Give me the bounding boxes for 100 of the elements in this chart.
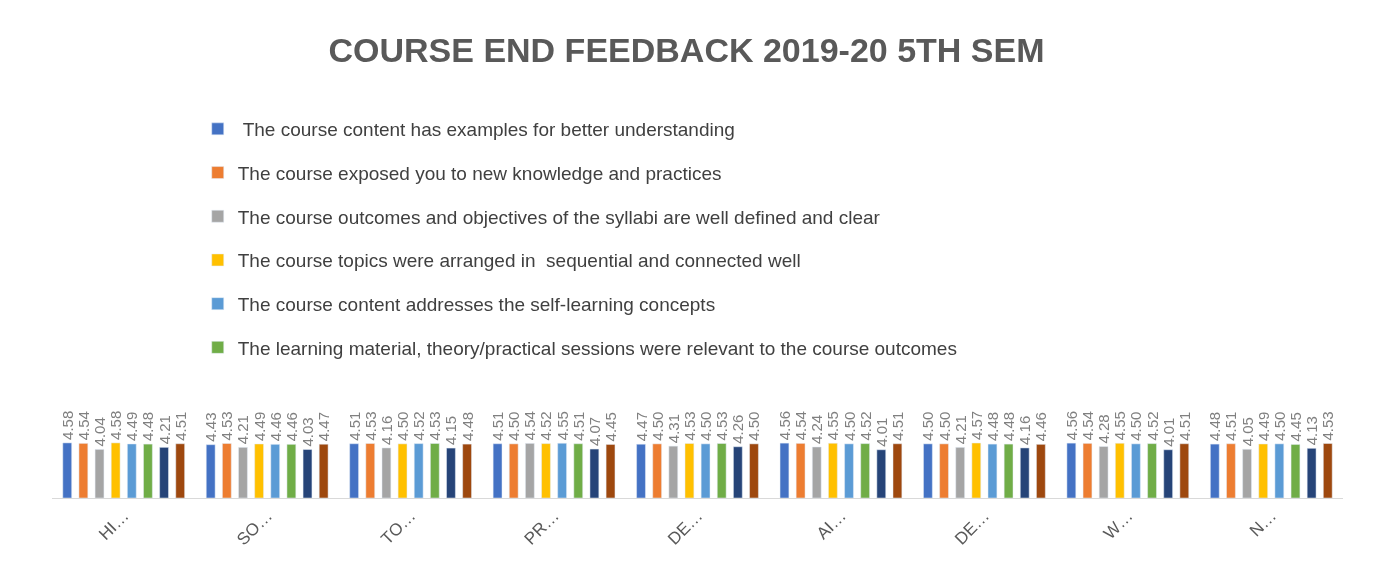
bar [318,443,329,498]
data-label: 4.51 [1222,411,1240,441]
bar [222,443,232,498]
data-label: 4.46 [1032,412,1050,442]
data-label: 4.49 [123,411,141,441]
data-label: 4.54 [521,411,539,441]
bar [365,443,375,498]
bar [110,442,121,498]
bar [462,443,472,498]
chart-title: COURSE END FEEDBACK 2019-20 5TH SEM [328,30,1045,69]
legend-label: The course outcomes and objectives of the syllabi are well defined and clear [237,206,881,228]
data-label: 4.53 [680,411,698,441]
data-label: 4.43 [202,412,220,442]
bar [779,442,790,498]
bar [1210,443,1220,498]
data-label: 4.48 [1000,411,1018,442]
data-label: 4.24 [808,414,826,444]
bar [430,443,440,498]
bar [684,443,695,498]
data-label: 4.05 [1238,417,1256,447]
bar [749,443,759,498]
x-tick-label: W… [1099,506,1137,544]
legend-label: The learning material, theory/practical sessions were relevant to the course outcomes [237,337,957,359]
legend-label: The course content has examples for better understanding [237,119,735,141]
bar [795,443,806,498]
data-label: 4.52 [410,411,428,441]
bar [238,447,248,498]
x-tick-label: TO… [377,506,420,549]
data-label: 4.46 [266,412,284,442]
bar [1258,443,1268,498]
bar [812,446,822,498]
data-label: 4.57 [967,410,985,441]
data-label: 4.50 [1270,411,1288,441]
data-label: 4.53 [218,411,236,441]
data-label: 4.50 [1127,411,1145,441]
bar [349,443,359,498]
data-label: 4.51 [345,411,363,441]
bar [1290,444,1301,498]
legend-label: The course exposed you to new knowledge and practices [237,162,722,184]
bar [206,444,216,498]
bar [733,446,743,498]
data-label: 4.52 [1143,411,1161,441]
bar [159,447,169,498]
data-label: 4.55 [824,411,842,441]
data-label: 4.54 [74,411,92,441]
bar [381,447,392,498]
bar [1082,443,1093,498]
bar [860,443,870,498]
data-label: 4.53 [1319,411,1337,441]
bar [446,447,456,498]
x-tick-label: DE… [664,506,707,549]
data-label: 4.53 [361,411,379,441]
x-tick-label: SO… [233,506,277,550]
data-label: 4.50 [648,411,666,441]
bar [1226,443,1236,498]
bar [1036,444,1046,498]
data-label: 4.52 [856,411,874,441]
data-label: 4.01 [1159,417,1177,447]
data-label: 4.07 [585,416,603,447]
data-label: 4.31 [664,413,682,444]
data-label: 4.58 [58,410,76,440]
data-label: 4.50 [919,411,937,441]
data-label: 4.50 [745,411,763,441]
data-label: 4.03 [299,417,317,447]
data-label: 4.16 [1016,415,1034,445]
bar [413,443,424,498]
bar [652,443,662,498]
data-label: 4.53 [426,411,444,441]
data-label: 4.46 [282,412,300,442]
legend-label: The course content addresses the self-learning concepts [237,294,716,316]
bar [1147,443,1157,498]
bar [1131,443,1141,498]
bar [1163,449,1173,498]
data-label: 4.56 [1062,410,1080,441]
bar [605,444,616,498]
bar [509,443,519,498]
data-label: 4.55 [1111,411,1129,441]
data-label: 4.04 [91,417,109,447]
data-label: 4.51 [1175,411,1193,441]
data-label: 4.47 [315,412,333,442]
data-label: 4.01 [872,417,890,447]
data-label: 4.50 [840,411,858,441]
data-label: 4.50 [935,411,953,441]
data-label: 4.47 [632,412,650,442]
data-label: 4.21 [155,415,173,445]
bar [939,443,949,498]
data-label: 4.26 [729,414,747,444]
data-label: 4.51 [569,411,587,441]
bar [62,442,72,498]
bar [492,443,503,498]
bar [987,443,998,498]
data-label: 4.51 [489,411,507,441]
data-label: 4.50 [394,411,412,441]
bar [1098,446,1109,498]
bar [971,442,982,498]
bar [636,443,646,498]
bar [1179,443,1189,498]
x-tick-label: N… [1245,506,1281,541]
bar [1323,443,1333,498]
x-tick-label: AI… [812,506,850,544]
